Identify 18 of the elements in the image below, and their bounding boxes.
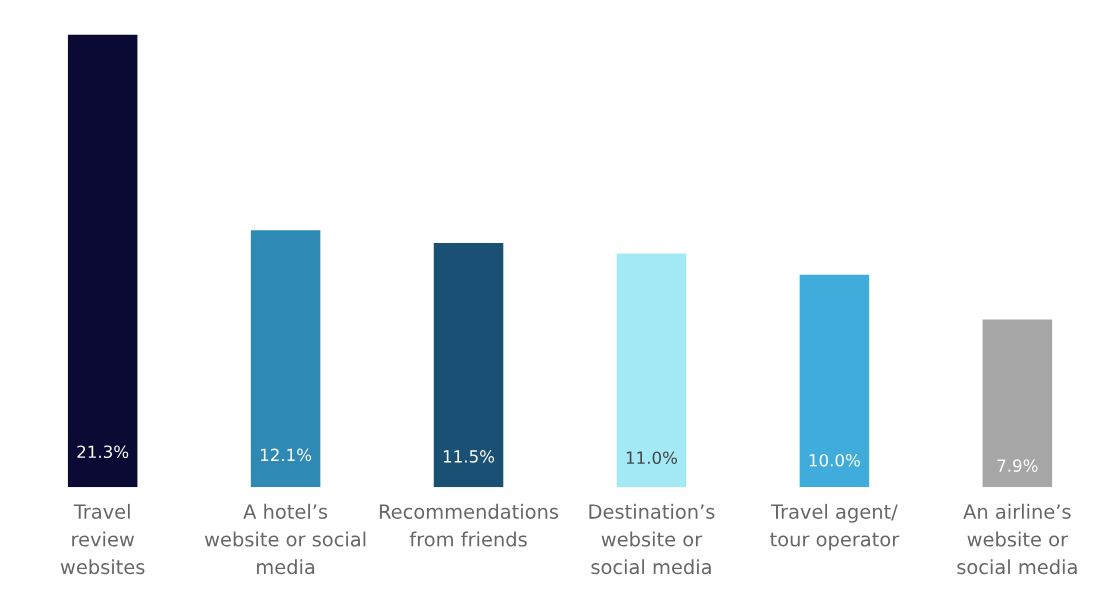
bar bbox=[250, 230, 321, 488]
bar bbox=[616, 253, 687, 488]
data-label: 10.0% bbox=[809, 453, 860, 467]
x-tick-label: Destination’s website or social media bbox=[589, 503, 715, 575]
bar bbox=[982, 319, 1053, 488]
bar bbox=[67, 34, 138, 488]
data-label: 12.1% bbox=[260, 448, 312, 462]
x-tick-label: Travel agent/ tour operator bbox=[770, 503, 900, 551]
x-tick-label: An airline’s website or social media bbox=[957, 503, 1077, 575]
bar bbox=[799, 274, 870, 488]
x-tick-label: Recommendations from friends bbox=[379, 503, 559, 547]
x-tick-label: A hotel’s website or social media bbox=[204, 503, 366, 575]
bar bbox=[433, 242, 504, 488]
data-label: 11.5% bbox=[443, 450, 495, 463]
x-tick-label: Travel review websites bbox=[60, 503, 145, 575]
data-label: 11.0% bbox=[626, 451, 678, 464]
data-label: 21.3% bbox=[77, 445, 129, 459]
data-label: 7.9% bbox=[997, 459, 1038, 472]
